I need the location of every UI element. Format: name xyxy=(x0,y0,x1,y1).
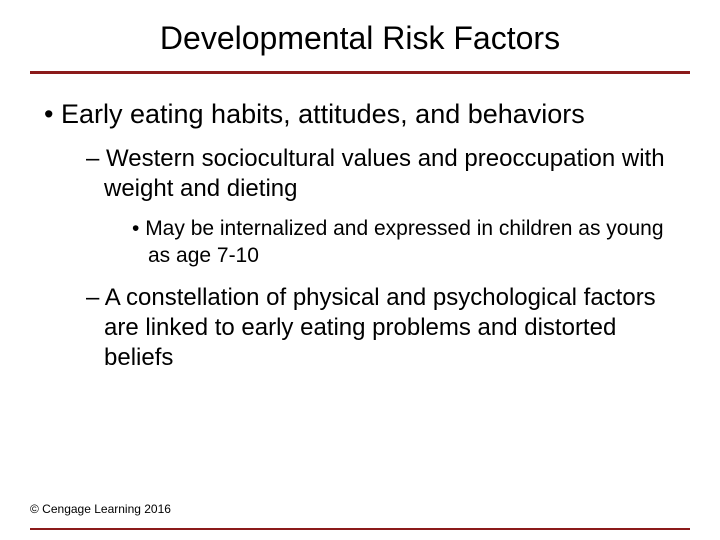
bullet-list-level-2: Western sociocultural values and preoccu… xyxy=(86,144,690,373)
bottom-divider xyxy=(30,528,690,530)
copyright-text: © Cengage Learning 2016 xyxy=(30,502,171,516)
bullet-lvl3-item-1: May be internalized and expressed in chi… xyxy=(132,216,690,269)
bullet-list-level-3: May be internalized and expressed in chi… xyxy=(132,216,690,269)
bullet-list-level-1: Early eating habits, attitudes, and beha… xyxy=(44,98,690,373)
bullet-lvl2-item-2: A constellation of physical and psycholo… xyxy=(86,283,690,373)
slide-title: Developmental Risk Factors xyxy=(30,20,690,57)
bullet-lvl2-text-1: Western sociocultural values and preoccu… xyxy=(104,145,665,202)
bullet-lvl3-text-1: May be internalized and expressed in chi… xyxy=(145,217,663,266)
bullet-lvl1-text: Early eating habits, attitudes, and beha… xyxy=(61,99,585,129)
bullet-lvl2-item-1: Western sociocultural values and preoccu… xyxy=(86,144,690,269)
bullet-lvl1-item: Early eating habits, attitudes, and beha… xyxy=(44,98,690,373)
title-divider xyxy=(30,71,690,74)
slide-container: Developmental Risk Factors Early eating … xyxy=(0,0,720,540)
bullet-lvl2-text-2: A constellation of physical and psycholo… xyxy=(104,284,656,371)
